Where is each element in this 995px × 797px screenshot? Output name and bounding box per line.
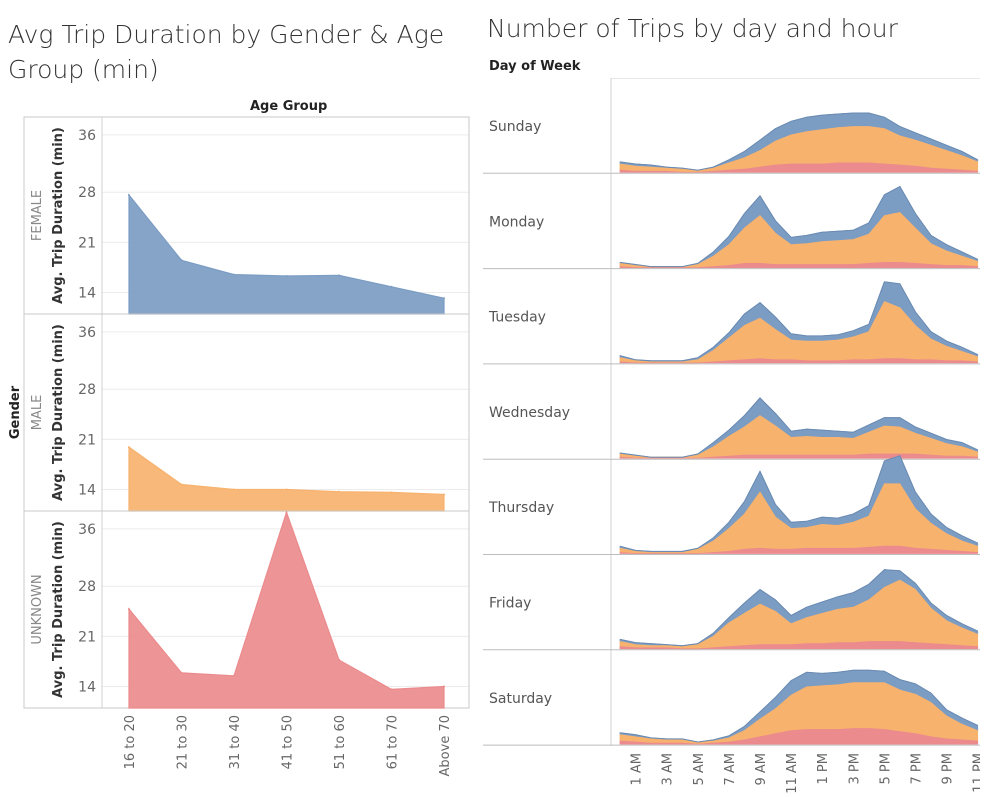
data-point — [443, 297, 445, 300]
x-tick-label: 41 to 50 — [281, 715, 296, 769]
day-of-week-row-header: Day of Week — [489, 59, 581, 74]
y-tick-label: 28 — [78, 382, 96, 398]
outline-sunday — [619, 112, 978, 171]
area-male-wednesday — [619, 415, 979, 459]
data-point — [233, 674, 235, 677]
y-tick-label: 14 — [78, 680, 96, 696]
area-unknown — [128, 510, 445, 709]
gender-label-female: FEMALE — [30, 190, 45, 241]
x-tick-label: 9 PM — [941, 753, 956, 784]
day-label-sunday: Sunday — [489, 119, 541, 135]
gender-label-male: MALE — [30, 395, 45, 431]
outline-saturday — [619, 669, 978, 743]
panel-frame — [23, 313, 470, 512]
data-point — [390, 285, 393, 288]
data-point — [443, 685, 445, 688]
gender-row-header: Gender — [8, 385, 23, 439]
day-label-tuesday: Tuesday — [488, 310, 546, 326]
data-point — [390, 688, 393, 691]
data-point — [128, 446, 130, 449]
x-tick-label: 31 to 40 — [228, 715, 243, 769]
area-male-thursday — [619, 483, 979, 554]
x-tick-label: 61 to 70 — [386, 715, 401, 769]
day-label-monday: Monday — [489, 214, 544, 230]
y-axis-title: Avg. Trip Duration (min) — [51, 127, 66, 304]
data-point — [180, 259, 183, 262]
x-tick-label: 1 PM — [816, 753, 831, 784]
x-tick-label: 5 AM — [692, 753, 707, 786]
outline-tuesday — [619, 281, 978, 362]
data-point — [285, 275, 288, 278]
outline-thursday — [619, 455, 978, 552]
x-tick-label: 11 AM — [785, 753, 800, 794]
y-tick-label: 21 — [78, 235, 96, 251]
data-point — [233, 273, 235, 276]
data-point — [128, 608, 130, 611]
area-unknown-thursday — [619, 545, 979, 554]
right-chart-title: Number of Trips by day and hour — [487, 14, 898, 43]
y-axis-title: Avg. Trip Duration (min) — [51, 521, 66, 698]
y-tick-label: 36 — [78, 325, 96, 341]
x-tick-label: 3 AM — [661, 753, 676, 786]
area-unknown-wednesday — [619, 453, 979, 459]
gender-label-unknown: UNKNOWN — [30, 574, 45, 644]
y-axis-title: Avg. Trip Duration (min) — [51, 324, 66, 501]
trips-by-day-hour-chart: Sunday Monday Tuesday Wednesday Thursday Frid… — [483, 78, 980, 794]
x-tick-label: 21 to 30 — [176, 715, 191, 769]
area-unknown-tuesday — [619, 358, 979, 364]
area-male — [128, 446, 445, 512]
age-group-column-header: Age Group — [250, 99, 328, 114]
outline-friday — [619, 569, 978, 647]
left-chart-title: Avg Trip Duration by Gender & Age Group … — [8, 20, 445, 84]
data-point — [180, 671, 183, 674]
data-point — [128, 194, 130, 197]
y-tick-label: 14 — [78, 483, 96, 499]
x-tick-label: 1 AM — [630, 753, 645, 786]
data-point — [180, 483, 183, 486]
y-tick-label: 36 — [78, 128, 96, 144]
x-tick-label: 5 PM — [878, 753, 893, 784]
x-tick-label: 3 PM — [847, 753, 862, 784]
area-unknown-saturday — [619, 728, 979, 745]
data-point — [338, 659, 340, 662]
day-label-thursday: Thursday — [488, 500, 554, 516]
data-point — [443, 493, 445, 496]
area-unknown-sunday — [619, 162, 979, 173]
data-point — [233, 488, 235, 491]
x-tick-label: Above 70 — [438, 715, 453, 776]
y-tick-label: 14 — [78, 286, 96, 302]
y-tick-label: 21 — [78, 629, 96, 645]
data-point — [285, 511, 288, 514]
x-tick-label: 51 to 60 — [333, 715, 348, 769]
x-tick-label: 9 AM — [754, 753, 769, 786]
y-tick-label: 28 — [78, 185, 96, 201]
area-unknown-monday — [619, 262, 979, 268]
data-point — [338, 490, 340, 493]
outline-monday — [619, 185, 978, 268]
data-point — [338, 274, 340, 277]
data-point — [285, 488, 288, 491]
area-female — [128, 193, 445, 315]
outline-wednesday — [619, 397, 978, 458]
area-unknown-friday — [619, 641, 979, 650]
x-tick-label: 16 to 20 — [123, 715, 138, 769]
x-tick-label: 7 AM — [723, 753, 738, 786]
x-tick-label: 11 PM — [972, 753, 980, 793]
y-tick-label: 21 — [78, 432, 96, 448]
trip-duration-facet-chart: 14 21 28 36 Avg. Trip Duration (min) FEMALE 14… — [8, 116, 470, 776]
data-point — [390, 491, 393, 494]
y-tick-label: 36 — [78, 522, 96, 538]
y-tick-label: 28 — [78, 579, 96, 595]
day-label-saturday: Saturday — [489, 691, 552, 707]
day-label-friday: Friday — [489, 596, 531, 612]
day-label-wednesday: Wednesday — [489, 405, 570, 421]
x-tick-label: 7 PM — [909, 753, 924, 784]
